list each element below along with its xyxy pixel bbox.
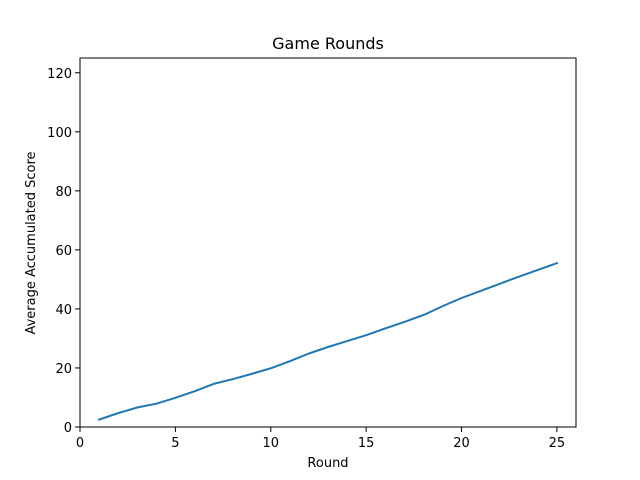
x-tick-label-25: 25 [549,436,566,451]
axes-frame [79,57,577,428]
x-tick-label-20: 20 [453,436,470,451]
x-tick-label-10: 10 [262,436,279,451]
plot-area: 0 5 10 15 20 25 0 20 40 60 80 100 120 [47,57,577,451]
series-line-0 [97,261,559,421]
y-tick-label-60: 60 [55,244,72,259]
y-tick-label-40: 40 [55,303,72,318]
x-tick-label-5: 5 [171,436,179,451]
x-tick-label-0: 0 [76,436,84,451]
x-tick-label-15: 15 [358,436,375,451]
y-tick-label-0: 0 [64,421,72,436]
y-axis-label: Average Accumulated Score [24,151,39,334]
x-axis-label: Round [307,456,348,471]
y-tick-label-80: 80 [55,185,72,200]
y-tick-label-20: 20 [55,362,72,377]
y-tick-label-120: 120 [47,67,72,82]
chart-title: Game Rounds [272,34,384,53]
y-tick-label-100: 100 [47,126,72,141]
